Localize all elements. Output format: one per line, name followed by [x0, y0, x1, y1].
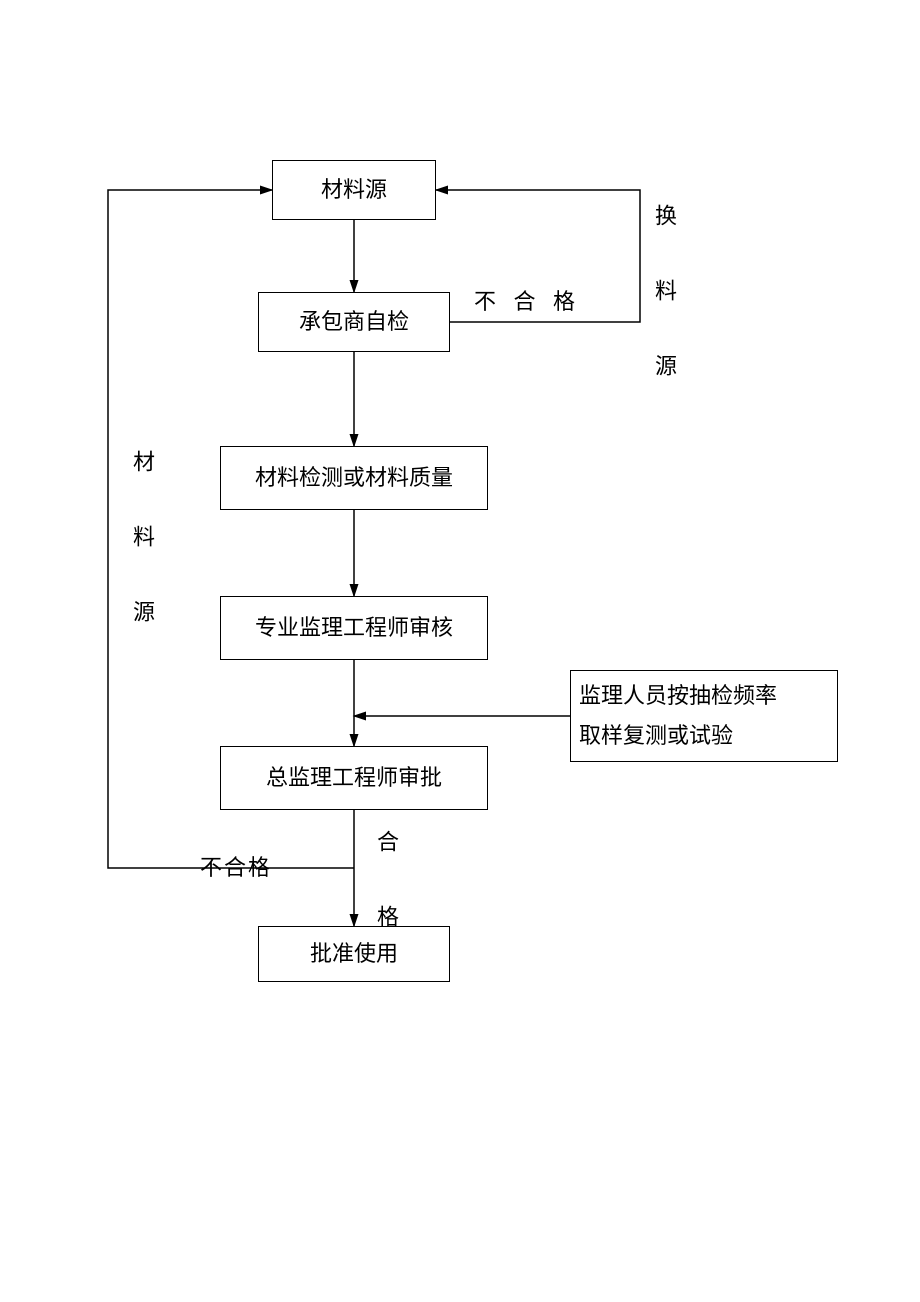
node-material-source: 材料源	[272, 160, 436, 220]
label-fail-left: 不合格	[200, 850, 272, 882]
node-label: 材料源	[321, 170, 387, 210]
node-engineer-review: 专业监理工程师审核	[220, 596, 488, 660]
node-material-test: 材料检测或材料质量	[220, 446, 488, 510]
node-chief-approve: 总监理工程师审批	[220, 746, 488, 810]
node-label: 总监理工程师审批	[266, 758, 442, 798]
node-label: 材料检测或材料质量	[255, 458, 453, 498]
node-contractor-selfcheck: 承包商自检	[258, 292, 450, 352]
node-label: 承包商自检	[299, 302, 409, 342]
label-change-source: 换 料 源	[648, 204, 680, 390]
label-pass: 合 格	[370, 830, 402, 941]
label-material-source-left: 材 料 源	[126, 450, 158, 636]
node-approve-use: 批准使用	[258, 926, 450, 982]
label-fail-right: 不 合 格	[474, 284, 581, 316]
node-label: 监理人员按抽检频率 取样复测或试验	[579, 676, 777, 755]
node-label: 专业监理工程师审核	[255, 608, 453, 648]
node-supervisor-sampling: 监理人员按抽检频率 取样复测或试验	[570, 670, 838, 762]
